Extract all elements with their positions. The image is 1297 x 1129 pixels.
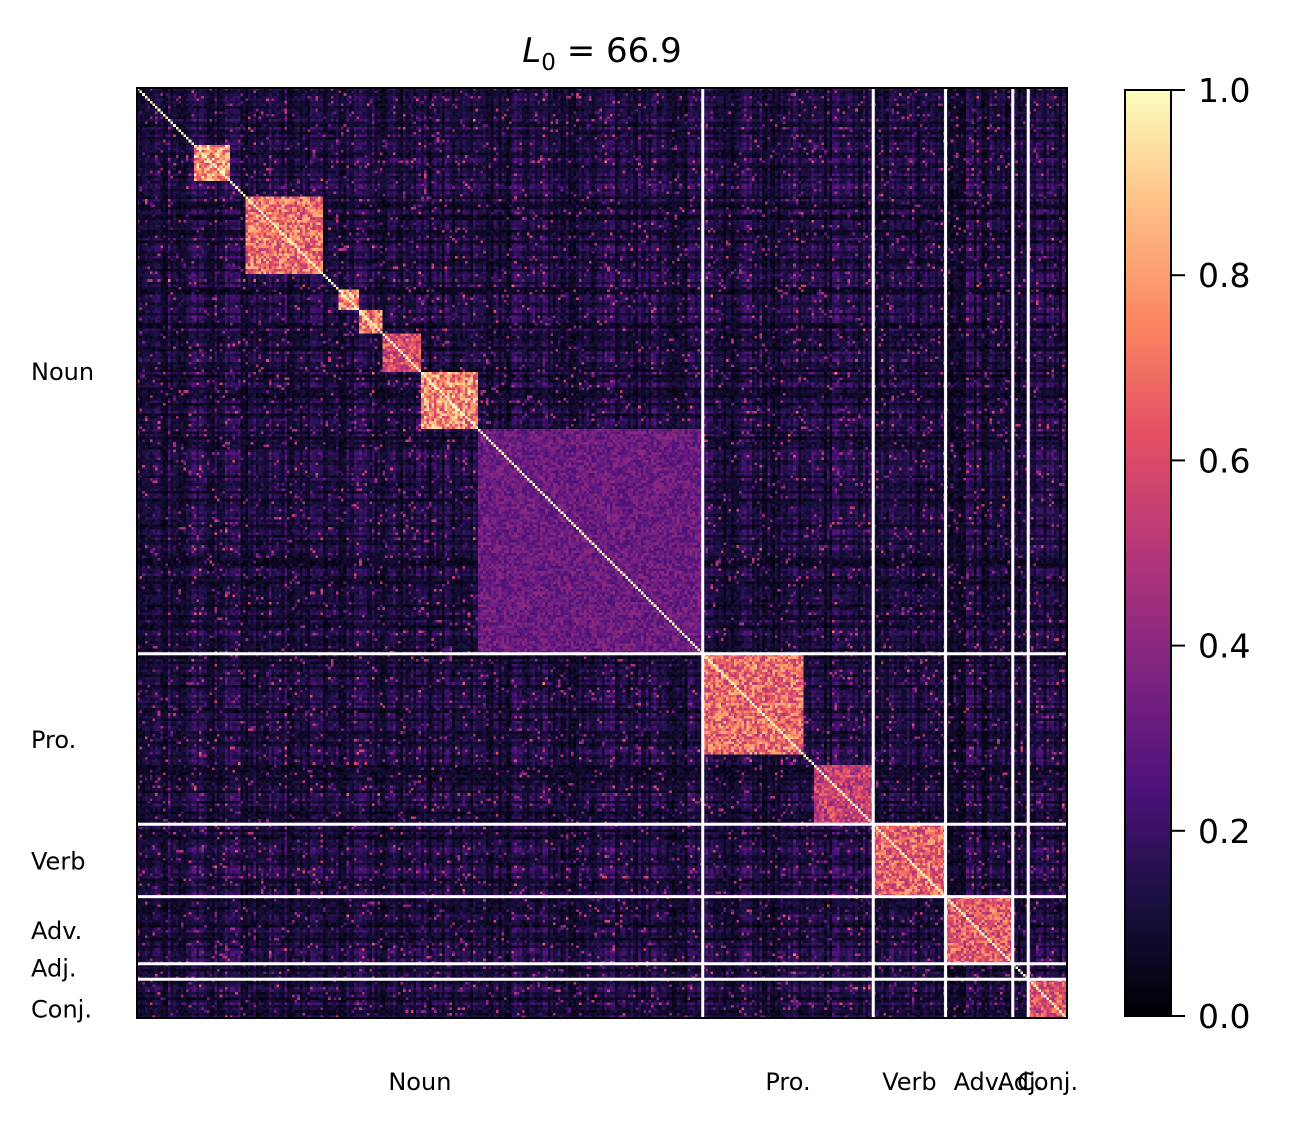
colorbar-tick-label-2: 0.4 [1198, 627, 1250, 666]
category-separators [137, 88, 1067, 1018]
x-label-1: Pro. [765, 1068, 810, 1096]
colorbar: 0.0 0.2 0.4 0.6 0.8 1.0 [1124, 71, 1250, 1036]
y-label-4: Adj. [31, 955, 77, 983]
y-category-labels: Noun Pro. Verb Adv. Adj. Conj. [31, 358, 94, 1024]
colorbar-ticks: 0.0 0.2 0.4 0.6 0.8 1.0 [1171, 71, 1250, 1036]
x-category-labels: Noun Pro. Verb Adv.Adj.Conj. [388, 1068, 1078, 1096]
colorbar-tick-label-3: 0.6 [1198, 441, 1250, 480]
colorbar-tick-label-1: 0.2 [1198, 812, 1250, 851]
x-label-0: Noun [388, 1068, 451, 1096]
colorbar-tick-label-4: 0.8 [1198, 256, 1250, 295]
colorbar-gradient [1124, 89, 1172, 1017]
x-label-2: Verb [882, 1068, 936, 1096]
title-rest: = 66.9 [556, 31, 682, 71]
title-prefix: L [522, 31, 541, 71]
chart-title: L0 = 66.9 [522, 31, 681, 76]
y-label-2: Verb [31, 847, 85, 875]
heatmap-matrix [137, 88, 1067, 1018]
heatmap-area [136, 87, 1068, 1019]
x-label-5: Conj. [1017, 1068, 1078, 1096]
colorbar-tick-label-0: 0.0 [1198, 997, 1250, 1036]
colorbar-tick-label-5: 1.0 [1198, 71, 1250, 110]
x-label-3: Adv. [954, 1068, 1005, 1096]
title-subscript: 0 [541, 50, 556, 76]
x-label-4: Adj. [998, 1068, 1044, 1096]
heatmap-frame [136, 87, 1068, 1019]
y-label-3: Adv. [31, 917, 82, 945]
y-label-0: Noun [31, 358, 94, 386]
y-label-5: Conj. [31, 996, 92, 1024]
y-label-1: Pro. [31, 726, 76, 754]
